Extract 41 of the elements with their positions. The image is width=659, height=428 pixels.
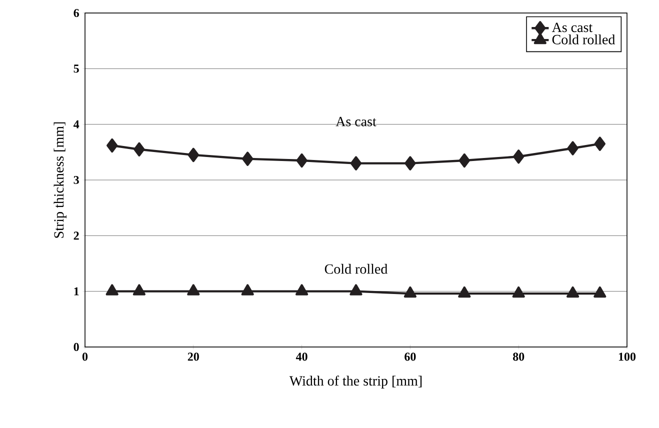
point [242,152,254,166]
legend-label: As cast [552,22,593,32]
point [566,286,580,298]
point [594,286,606,298]
point [350,156,362,170]
point [132,284,146,296]
point [458,286,471,298]
annotation: As cast [336,116,376,126]
point [404,156,416,170]
x-tick-label: 100 [618,352,636,361]
point [512,150,524,164]
y-tick-label: 3 [74,176,79,184]
point [350,284,362,296]
y-tick-label: 0 [74,342,79,352]
point [106,138,118,153]
point [567,141,578,156]
y-tick-label: 5 [74,64,79,73]
legend-label: Cold rolled [552,34,616,44]
point [458,153,470,168]
point [134,142,145,156]
point [188,148,200,162]
point [594,136,606,151]
y-tick-label: 1 [74,287,79,296]
annotation: Cold rolled [324,264,388,274]
x-tick-label: 0 [82,352,88,361]
x-tick-label: 40 [296,352,308,361]
point [187,284,200,296]
point [512,286,525,298]
x-tick-label: 80 [512,352,524,361]
point [404,286,416,298]
y-axis-title: Strip thickness [mm] [54,122,66,238]
x-tick-label: 20 [188,352,199,361]
point [106,284,118,296]
point [241,284,254,296]
x-tick-label: 60 [404,352,416,361]
x-axis-title: Width of the strip [mm] [289,376,422,388]
y-tick-label: 4 [74,120,80,128]
point [296,284,308,296]
y-tick-label: 6 [74,8,79,18]
y-tick-label: 2 [74,232,79,240]
point [296,153,308,168]
